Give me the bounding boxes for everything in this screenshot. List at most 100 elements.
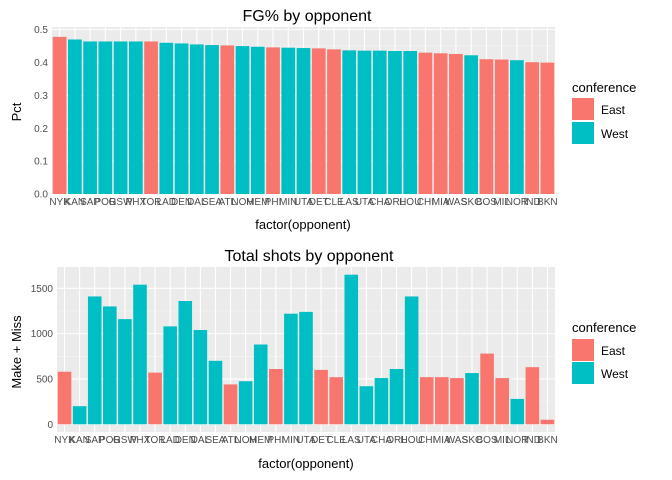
bar-det [314,369,328,425]
x-tick-label: PHI [265,197,282,208]
bar-cle [327,49,341,194]
bar-hou [404,296,419,425]
x-tick-label: NOH [235,435,257,446]
x-tick-label: UTA [357,435,377,446]
x-tick-label: POR [95,197,117,208]
x-tick-label: NOH [231,197,253,208]
bar-cha [374,378,389,425]
bar-bkn [540,419,555,425]
bar-sea [208,360,223,425]
bar-las [342,50,357,195]
bar-tor [148,372,162,425]
x-tick-label: DEN [175,435,196,446]
bar-min [284,313,298,425]
bar-nyk [52,36,67,194]
x-tick-label: UTA [355,197,375,208]
x-tick-label: PHI [267,435,284,446]
x-tick-label: CHA [369,197,390,208]
x-tick-label: CHI [418,435,435,446]
bar-lad [159,42,174,194]
x-tick-label: MIA [433,435,451,446]
bar-bkn [540,62,555,194]
chart-2-legend-key-west [572,362,594,384]
chart-1-legend-key-west [572,122,594,144]
x-tick-label: ORL [385,197,406,208]
y-tick-label: 0 [47,420,53,431]
x-tick-label: BKN [537,435,558,446]
x-tick-label: PHX [126,197,147,208]
x-tick-label: ORL [386,435,407,446]
bar-las [344,274,359,425]
bar-nyk [57,371,72,425]
x-tick-label: CLE [326,435,346,446]
bar-kan [68,39,82,194]
bar-ind [525,62,539,194]
bar-noh [238,381,253,425]
chart-1-title: FG% by opponent [243,8,373,25]
bar-phi [266,47,280,194]
chart-1-x-axis-title: factor(opponent) [255,217,350,232]
x-tick-label: DET [309,197,329,208]
bar-mil [494,59,509,195]
chart-2-y-tick-labels: 0 500 1000 1500 [31,284,54,431]
x-tick-label: UTA [294,197,314,208]
bar-cle [329,377,343,425]
chart-2-bars [57,274,555,425]
x-tick-label: MIN [279,197,297,208]
x-tick-label: GSW [113,435,137,446]
bar-den [178,300,193,425]
bar-skc [465,373,479,425]
fg-pct-chart: FG% by opponent 0.0 0.1 0.2 0.3 0.4 0.5 NYKKA… [9,8,636,232]
chart-1-legend-label-east: East [601,103,626,117]
bar-skc [464,55,479,194]
bar-phx [128,41,143,194]
y-tick-label: 0.1 [34,157,48,168]
bar-mia [433,53,448,195]
x-tick-label: SKC [462,435,483,446]
bar-nor [510,60,524,194]
bar-por [103,306,117,425]
x-tick-label: POR [99,435,121,446]
chart-2-legend-title: conference [572,320,636,335]
bar-chi [418,52,433,195]
x-tick-label: LAD [157,197,176,208]
x-tick-label: MIN [282,435,300,446]
x-tick-label: NYK [49,197,70,208]
x-tick-label: MIL [494,435,511,446]
y-tick-label: 0.5 [34,25,48,36]
bar-mil [495,378,509,425]
x-tick-label: PHX [130,435,151,446]
x-tick-label: MEM [249,435,272,446]
bar-dal [193,330,208,425]
x-tick-label: NYK [54,435,75,446]
chart-1-legend-label-west: West [601,127,629,141]
bar-min [281,47,296,194]
chart-2-legend-key-east [572,339,594,361]
bar-uta [299,311,313,425]
x-tick-label: WAS [445,197,468,208]
x-tick-label: HOU [401,435,423,446]
x-tick-label: HOU [399,197,421,208]
chart-1-legend-key-east [572,98,594,120]
x-tick-label: TOR [145,435,166,446]
bar-noh [235,46,250,195]
bar-por [98,41,113,194]
bar-orl [389,368,404,425]
chart-2-x-tick-labels: NYKKANSAPPORGSWPHXTORLADDENDALSEAATLNOHM… [54,435,557,446]
chart-2-legend: conference East West [572,320,636,384]
bar-nor [510,398,525,425]
x-tick-label: BKN [537,197,558,208]
x-tick-label: LAD [160,435,179,446]
y-tick-label: 0.0 [34,190,48,201]
chart-2-title: Total shots by opponent [224,248,394,265]
chart-1-y-axis-title: Pct [9,102,24,121]
chart-1-y-tick-labels: 0.0 0.1 0.2 0.3 0.4 0.5 [34,25,48,200]
x-tick-label: IND [524,197,541,208]
x-tick-label: CHI [417,197,434,208]
bar-mem [250,46,265,194]
x-tick-label: DAL [187,197,207,208]
bar-kan [72,406,87,425]
bar-gsw [118,319,132,425]
bar-gsw [113,41,128,194]
